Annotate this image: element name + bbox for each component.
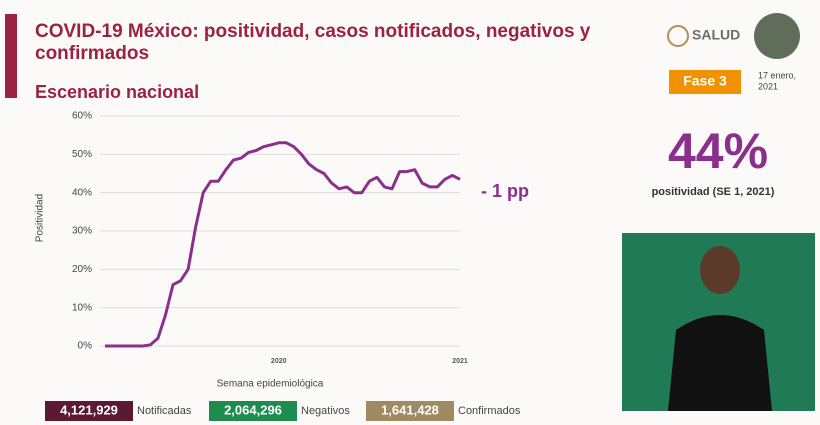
title: confirmados [35, 43, 149, 64]
annotation: - 1 pp [481, 181, 529, 201]
totals: 4,121,929 Notificadas 2,064,296 Negativos 1,… [45, 401, 521, 421]
x-tick-label: 2020 [271, 358, 287, 365]
y-axis-label: Positividad [35, 194, 46, 242]
accent-bar [5, 14, 17, 98]
total-badge [209, 401, 297, 421]
kpi-value: 44% [668, 123, 768, 179]
interpreter-head [700, 246, 740, 294]
date: 2021 [758, 81, 778, 91]
subtitle: Escenario nacional [35, 82, 199, 102]
y-tick-label: 10% [72, 302, 92, 313]
y-tick-label: 50% [72, 149, 92, 160]
total-label: Negativos [301, 405, 350, 417]
x-tick-label: 2021 [452, 358, 468, 365]
logo: SALUD [692, 27, 740, 43]
total-badge [366, 401, 454, 421]
total-label: Notificadas [137, 405, 192, 417]
total-value: 4,121,929 [60, 402, 118, 417]
interpreter-body [668, 315, 772, 411]
logo-icon [667, 25, 689, 47]
kpi-label: positividad (SE 1, 2021) [652, 186, 775, 198]
y-tick-label: 40% [72, 187, 92, 198]
phase: Fase 3 [683, 73, 727, 89]
line-series [105, 141, 461, 348]
x-axis-label: Semana epidemiológica [217, 379, 324, 390]
y-tick-label: 60% [72, 111, 92, 122]
total-value: 2,064,296 [224, 402, 282, 417]
total-value: 1,641,428 [381, 402, 439, 417]
total-label: Confirmados [458, 405, 521, 417]
total-badge [45, 401, 133, 421]
phase-badge [669, 70, 741, 94]
y-tick-label: 20% [72, 264, 92, 275]
y-tick-label: 0% [78, 341, 93, 352]
title: COVID-19 México: positividad, casos noti… [35, 21, 591, 42]
plot: 0% 10% 20% 30% 40% 50% 60% 2020 2021 [72, 111, 468, 365]
y-tick-label: 30% [72, 226, 92, 237]
emblem [754, 13, 800, 59]
date: 17 enero, [758, 70, 796, 80]
